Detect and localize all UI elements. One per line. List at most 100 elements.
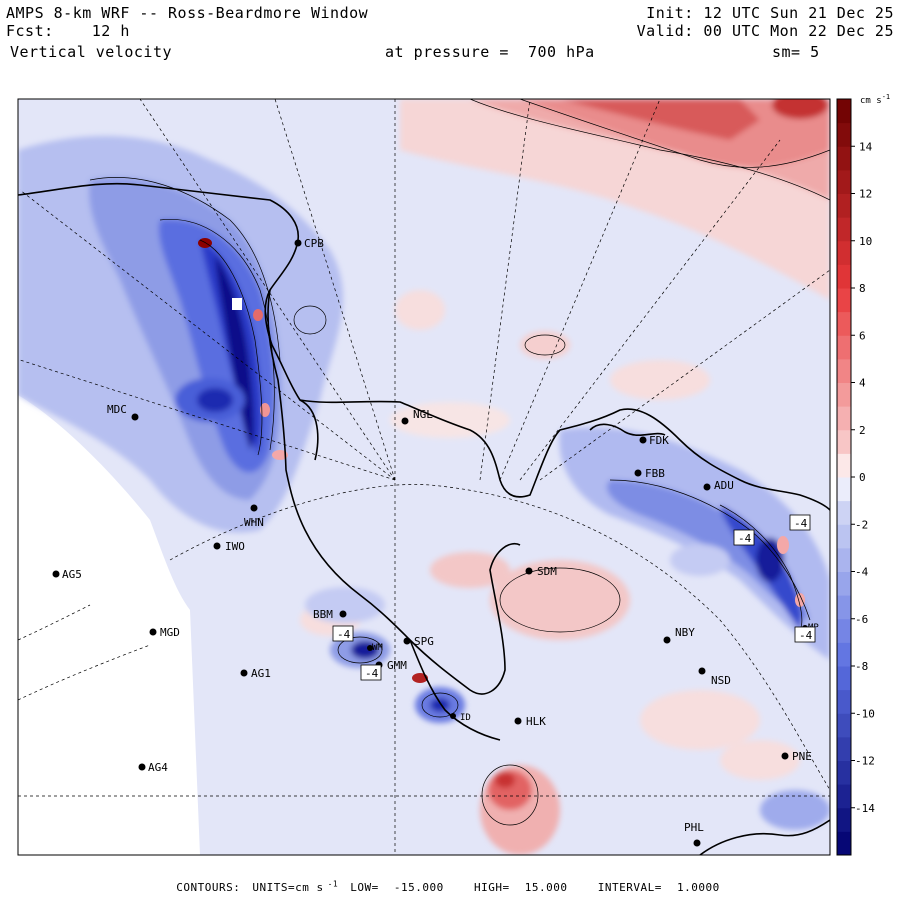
station-label-spg: SPG <box>414 635 434 648</box>
station-dot-mgd <box>149 628 157 636</box>
colorbar-segment <box>837 524 851 549</box>
colorbar-segment <box>837 736 851 761</box>
colorbar-tick-label: -4 <box>855 566 869 579</box>
colorbar-tick-label: 14 <box>859 140 873 153</box>
colorbar-tick-label: -8 <box>855 660 868 673</box>
colorbar-segment <box>837 358 851 383</box>
colorbar-tick-label: 0 <box>859 471 866 484</box>
station-label-id: ID <box>460 713 471 723</box>
station-label-hlk: HLK <box>526 715 546 728</box>
contour-label-4: -4 <box>794 517 808 530</box>
map-title: AMPS 8-km WRF -- Ross-Beardmore Window <box>6 4 369 22</box>
colorbar-segment <box>837 311 851 336</box>
valid-time: Valid: 00 UTC Mon 22 Dec 25 <box>636 22 894 40</box>
station-dot-spg <box>403 637 411 645</box>
station-label-bbm: BBM <box>313 608 333 621</box>
station-dot-wm <box>367 645 373 651</box>
colorbar-segment <box>837 784 851 809</box>
station-label-ag5: AG5 <box>62 568 82 581</box>
colorbar-segment <box>837 335 851 360</box>
coastline <box>18 182 830 855</box>
colorbar-segment <box>837 571 851 596</box>
smoothing: sm= 5 <box>772 43 820 61</box>
colorbar-segment <box>837 760 851 785</box>
station-label-fdk: FDK <box>649 434 669 447</box>
station-label-cpb: CPB <box>304 237 324 250</box>
station-dot-iwo <box>213 542 221 550</box>
colorbar-segment <box>837 382 851 407</box>
station-dot-ag1 <box>240 669 248 677</box>
colorbar-tick-label: 12 <box>859 188 872 201</box>
colorbar-tick-label: 4 <box>859 377 866 390</box>
colorbar-segment <box>837 547 851 572</box>
colorbar-segment <box>837 666 851 691</box>
footer-contour-info: CONTOURS: UNITS=cm s -1 LOW= -15.000 HIGH= … <box>0 879 900 894</box>
colorbar-segment <box>837 477 851 502</box>
station-label-mgd: MGD <box>160 626 180 639</box>
station-dot-fdk <box>639 436 647 444</box>
colorbar-segment <box>837 217 851 242</box>
colorbar <box>837 99 851 856</box>
station-dot-pne <box>781 752 789 760</box>
outside-domain-west <box>18 395 200 855</box>
colorbar-segment <box>837 831 851 856</box>
station-markers <box>52 239 808 847</box>
footer-interval-value: 1.0000 <box>676 880 720 894</box>
station-label-sdm: SDM <box>537 565 557 578</box>
station-dot-id <box>450 713 456 719</box>
station-label-ag1: AG1 <box>251 667 271 680</box>
station-dot-nsd <box>698 667 706 675</box>
contour-label-3: -4 <box>738 532 752 545</box>
footer-interval: INTERVAL= 1.0000 <box>594 881 724 894</box>
colorbar-units-exponent: -1 <box>882 93 890 101</box>
colorbar-segment <box>837 618 851 643</box>
colorbar-tick-label: -14 <box>855 802 875 815</box>
colorbar-segment <box>837 500 851 525</box>
colorbar-tick-label: 2 <box>859 424 866 437</box>
footer-low-value: -15.000 <box>393 880 444 894</box>
colorbar-tick-label: 8 <box>859 282 866 295</box>
station-label-nby: NBY <box>675 626 695 639</box>
contour-label-1: -4 <box>337 628 351 641</box>
colorbar-segment <box>837 595 851 620</box>
colorbar-units-text: cm s <box>860 96 882 106</box>
station-label-adu: ADU <box>714 479 734 492</box>
contour-label-5: -4 <box>799 629 813 642</box>
station-dot-sdm <box>525 567 533 575</box>
contour-label-2: -4 <box>365 667 379 680</box>
station-label-pne: PNE <box>792 750 812 763</box>
colorbar-segment <box>837 429 851 454</box>
station-dot-fbb <box>634 469 642 477</box>
map-panel: CPB NGL MDC FDK FBB ADU WHN IWO AG5 SDM … <box>18 99 830 855</box>
colorbar-segment <box>837 453 851 478</box>
station-label-whn: WHN <box>244 516 264 529</box>
colorbar-segment <box>837 642 851 667</box>
station-dot-ag5 <box>52 570 60 578</box>
station-dot-phl <box>693 839 701 847</box>
station-dot-nby <box>663 636 671 644</box>
station-label-gmm: GMM <box>387 659 407 672</box>
footer-contours-label: CONTOURS: <box>176 880 241 894</box>
colorbar-segment <box>837 122 851 147</box>
forecast-hours: 12 h <box>91 22 130 40</box>
station-label-phl: PHL <box>684 821 704 834</box>
station-dot-bbm <box>339 610 347 618</box>
colorbar-segment <box>837 146 851 171</box>
forecast-label: Fcst: <box>6 22 54 40</box>
station-label-wm: WM <box>372 643 383 653</box>
colorbar-segment <box>837 240 851 265</box>
contour-value-labels: -4 -4 -4 -4 -4 <box>332 514 816 681</box>
pressure-value: 700 hPa <box>527 43 595 61</box>
map-frame <box>17 98 831 856</box>
station-dot-hlk <box>514 717 522 725</box>
station-label-fbb: FBB <box>645 467 665 480</box>
colorbar-tick-label: -6 <box>855 613 868 626</box>
colorbar-segment <box>837 264 851 289</box>
footer-high: HIGH= 15.000 <box>470 881 572 894</box>
colorbar-segment <box>837 713 851 738</box>
variable-name: Vertical velocity <box>10 43 173 61</box>
colorbar-segment <box>837 807 851 832</box>
footer-low-label: LOW= <box>350 880 379 894</box>
footer-high-label: HIGH= <box>473 880 510 894</box>
